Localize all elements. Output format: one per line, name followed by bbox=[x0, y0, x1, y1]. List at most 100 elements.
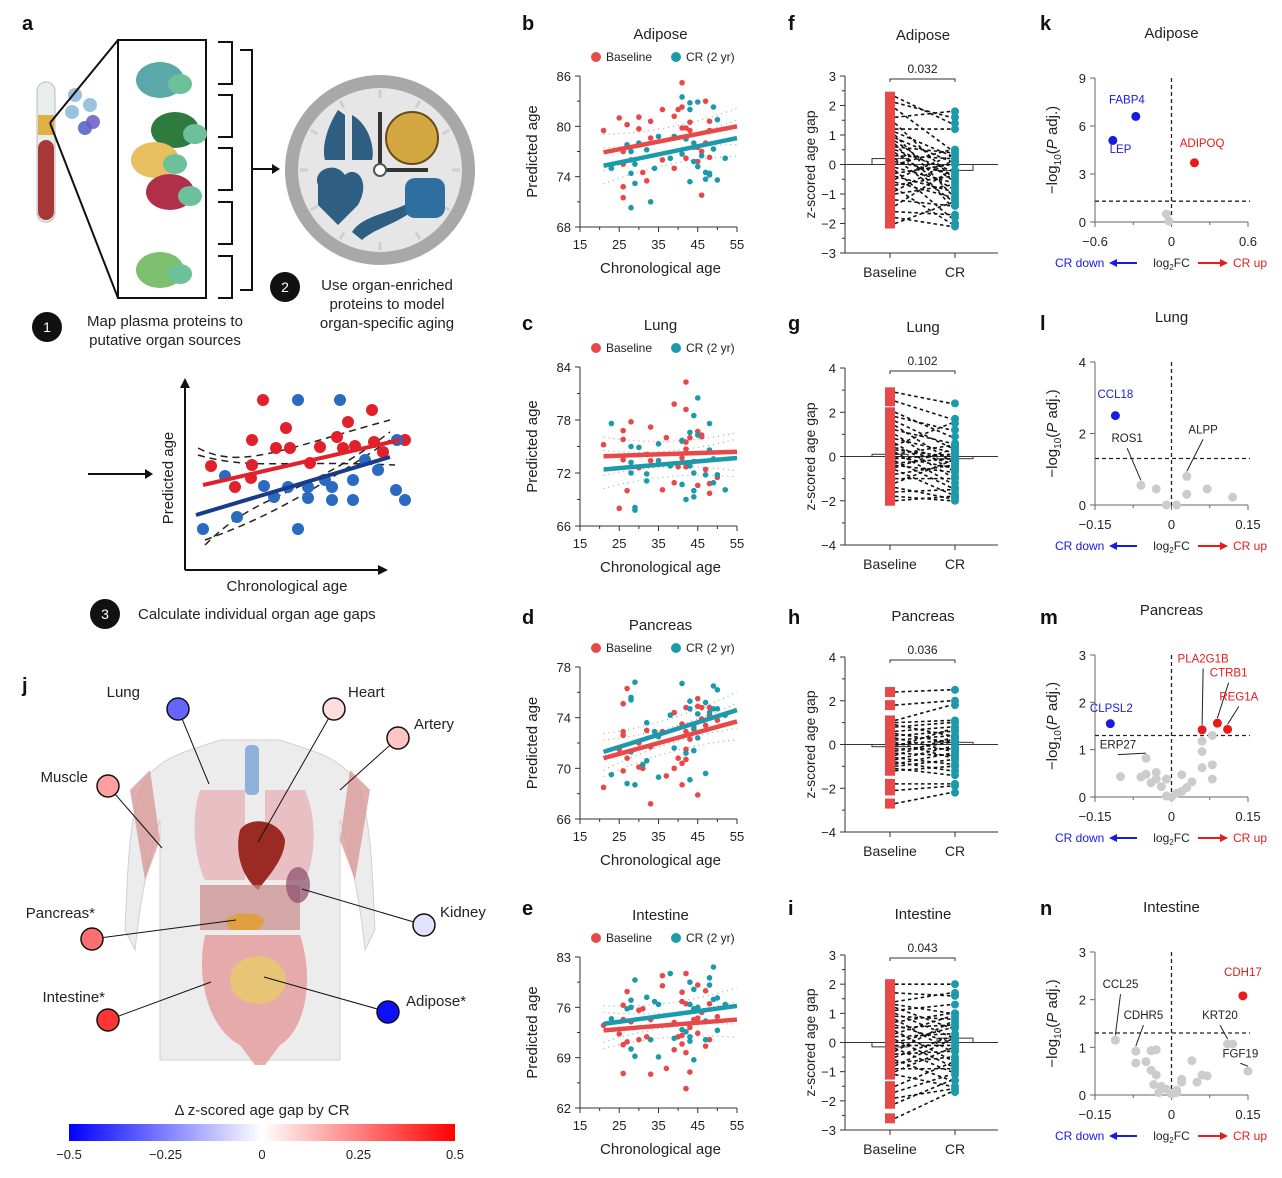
y-axis-label: Predicted age bbox=[524, 400, 541, 493]
y-tick-label: 4 bbox=[829, 361, 836, 376]
data-point-cr bbox=[951, 1064, 959, 1073]
y-axis-label: z-scored age gap bbox=[802, 690, 818, 798]
y-tick-label: 6 bbox=[1079, 119, 1086, 134]
data-point-cr bbox=[679, 94, 685, 100]
concept-point-baseline bbox=[270, 442, 282, 454]
data-point-baseline bbox=[885, 103, 895, 114]
cr-up-label: CR up bbox=[1233, 539, 1267, 553]
y-tick-label: 70 bbox=[557, 761, 571, 776]
data-point-ns bbox=[1182, 471, 1192, 481]
y-tick-label: 0 bbox=[829, 450, 836, 465]
data-point-baseline bbox=[885, 1092, 895, 1103]
data-point-cr bbox=[691, 726, 697, 732]
x-axis-label: log2FC bbox=[1153, 1129, 1190, 1145]
data-point-cr bbox=[951, 1044, 959, 1053]
step2-text: organ-specific aging bbox=[320, 315, 454, 332]
x-tick-label: 25 bbox=[612, 237, 626, 252]
data-point-baseline bbox=[663, 773, 670, 779]
data-point-baseline bbox=[659, 972, 666, 979]
organ-leader-line bbox=[177, 708, 210, 785]
data-point-cr bbox=[655, 1001, 662, 1008]
gene-label: CCL25 bbox=[1103, 979, 1139, 991]
organ-leader-line bbox=[301, 888, 425, 926]
label-leader-line bbox=[1114, 994, 1121, 1036]
x-tick-label: −0.15 bbox=[1079, 809, 1112, 824]
step2-text: Use organ-enriched bbox=[321, 277, 453, 294]
data-point-baseline bbox=[694, 482, 701, 489]
data-point-baseline bbox=[687, 1024, 693, 1031]
data-point-cr bbox=[643, 757, 650, 764]
pair-line bbox=[894, 457, 952, 464]
y-axis-label: −log10(P adj.) bbox=[1044, 389, 1064, 477]
data-point-cr bbox=[951, 1058, 959, 1067]
concept-point-cr bbox=[372, 464, 384, 476]
data-point-ns bbox=[1141, 1057, 1151, 1067]
pair-line bbox=[894, 134, 952, 195]
data-point-baseline bbox=[683, 406, 689, 413]
y-tick-label: 2 bbox=[1079, 427, 1086, 442]
data-point-cr bbox=[722, 155, 729, 162]
data-point-ns bbox=[1151, 1045, 1161, 1055]
legend-marker-cr bbox=[671, 343, 681, 353]
legend-label-cr: CR (2 yr) bbox=[686, 341, 735, 355]
gene-label: FGF19 bbox=[1222, 1048, 1258, 1060]
label-leader-line bbox=[1219, 1024, 1229, 1040]
kidney bbox=[286, 867, 310, 903]
gene-label: CDHR5 bbox=[1124, 1010, 1164, 1022]
y-tick-label: 2 bbox=[1079, 695, 1086, 710]
data-point-cr bbox=[679, 151, 685, 157]
concept-point-baseline bbox=[246, 434, 258, 446]
organ-label: Kidney bbox=[440, 904, 486, 921]
pair-line bbox=[894, 433, 952, 471]
data-point-cr bbox=[951, 151, 959, 160]
y-tick-label: 84 bbox=[557, 360, 571, 375]
data-point-baseline bbox=[687, 127, 693, 134]
data-point-baseline bbox=[885, 1098, 895, 1109]
x-category-label: Baseline bbox=[863, 1141, 917, 1157]
panel-letter-d: d bbox=[522, 607, 534, 629]
gene-label: ROS1 bbox=[1111, 433, 1142, 445]
data-point-cr bbox=[679, 481, 685, 488]
chart-title: Intestine bbox=[632, 907, 689, 924]
cell-icon bbox=[68, 88, 82, 102]
data-point-baseline bbox=[671, 401, 677, 407]
fit-line-baseline bbox=[603, 124, 738, 155]
colorbar-tick-label: 0.25 bbox=[346, 1147, 371, 1162]
panel-letter-e: e bbox=[522, 898, 533, 920]
confidence-band bbox=[603, 727, 738, 771]
data-point-ns bbox=[1151, 1070, 1161, 1080]
data-point-cr bbox=[710, 146, 717, 152]
concept-point-cr bbox=[334, 394, 346, 406]
paired-chart-f: Adipose −3 −2 −1 0 1 2 3 Baseline CR z-scored age … bbox=[802, 27, 998, 280]
data-point-baseline bbox=[683, 446, 689, 452]
x-tick-label: 0.15 bbox=[1235, 1107, 1260, 1122]
data-point-cr bbox=[706, 172, 713, 178]
chart-title: Intestine bbox=[895, 906, 952, 923]
blood-tube-icon bbox=[36, 81, 100, 223]
data-point-cr bbox=[702, 471, 709, 478]
pair-line bbox=[894, 169, 952, 219]
y-tick-label: 1 bbox=[1079, 743, 1086, 758]
x-category-label: CR bbox=[945, 556, 965, 572]
pair-line bbox=[894, 699, 952, 706]
pair-line bbox=[894, 992, 952, 1003]
data-point-ns bbox=[1192, 1077, 1202, 1087]
liver-stomach bbox=[200, 885, 300, 930]
y-tick-label: −4 bbox=[821, 825, 836, 840]
data-point-ns bbox=[1243, 1066, 1253, 1076]
data-point-cr bbox=[951, 125, 959, 134]
concept-point-baseline bbox=[280, 422, 292, 434]
heart bbox=[238, 821, 285, 890]
y-axis-label: z-scored age gap bbox=[802, 402, 818, 510]
data-point-cr bbox=[691, 494, 697, 500]
x-tick-label: 0 bbox=[1168, 234, 1175, 249]
data-point-cr bbox=[951, 119, 959, 128]
p-value-label: 0.036 bbox=[907, 643, 937, 657]
cell-icon bbox=[83, 98, 97, 112]
data-point-ns bbox=[1197, 736, 1207, 746]
pair-line bbox=[894, 175, 952, 192]
paired-chart-i: Intestine −3 −2 −1 0 1 2 3 Baseline CR z-scored ag… bbox=[802, 906, 998, 1157]
data-point-cr bbox=[632, 977, 638, 983]
x-tick-label: 35 bbox=[651, 237, 665, 252]
data-point-cr bbox=[714, 471, 721, 478]
